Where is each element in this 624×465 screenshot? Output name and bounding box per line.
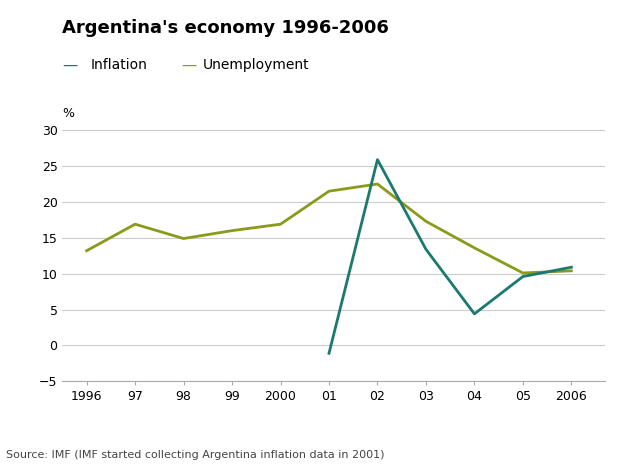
- Unemployment: [422, 219, 430, 224]
- Unemployment: [470, 245, 478, 251]
- Line: Unemployment: Unemployment: [87, 184, 572, 273]
- Unemployment: [83, 248, 90, 253]
- Unemployment: [132, 221, 139, 227]
- Unemployment: [277, 221, 285, 227]
- Unemployment: [228, 228, 236, 233]
- Inflation: [422, 246, 430, 252]
- Text: —: —: [181, 58, 196, 73]
- Text: Source: IMF (IMF started collecting Argentina inflation data in 2001): Source: IMF (IMF started collecting Arge…: [6, 450, 385, 460]
- Inflation: [568, 265, 575, 270]
- Inflation: [519, 274, 527, 279]
- Text: Unemployment: Unemployment: [203, 58, 310, 72]
- Text: Inflation: Inflation: [90, 58, 147, 72]
- Unemployment: [325, 188, 333, 194]
- Unemployment: [568, 268, 575, 273]
- Unemployment: [519, 270, 527, 276]
- Inflation: [470, 311, 478, 317]
- Text: Argentina's economy 1996-2006: Argentina's economy 1996-2006: [62, 19, 389, 37]
- Unemployment: [180, 236, 187, 241]
- Text: —: —: [62, 58, 77, 73]
- Text: %: %: [62, 107, 74, 120]
- Inflation: [325, 351, 333, 356]
- Inflation: [374, 157, 381, 162]
- Unemployment: [374, 181, 381, 187]
- Line: Inflation: Inflation: [329, 159, 572, 353]
